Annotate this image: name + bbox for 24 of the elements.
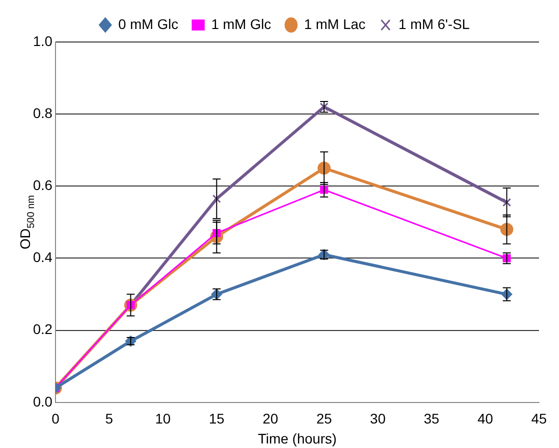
x-tick-label: 20	[262, 410, 278, 427]
x-tick-label: 0	[52, 410, 60, 427]
x-tick-label: 15	[208, 410, 225, 427]
legend-label: 0 mM Glc	[118, 16, 178, 32]
x-axis-title: Time (hours)	[258, 430, 337, 446]
y-axis-title: OD500 nm	[17, 195, 37, 250]
x-tick-label: 40	[477, 410, 494, 427]
point	[212, 194, 221, 204]
x-tick-label: 25	[316, 410, 332, 427]
y-tick-label: 0.4	[32, 249, 53, 266]
y-tick-label: 0.8	[32, 104, 53, 121]
x-tick-label: 10	[155, 410, 171, 427]
x-tick-label: 5	[105, 410, 114, 427]
legend-label: 1 mM Glc	[211, 16, 272, 32]
y-tick-label: 1.0	[32, 32, 53, 49]
legend-label: 1 mM Lac	[304, 16, 366, 32]
x-tick-label: 35	[424, 410, 440, 427]
y-tick-label: 0.0	[32, 393, 53, 410]
point	[502, 198, 512, 207]
legend-label: 1 mM 6'-SL	[398, 16, 470, 32]
y-tick-label: 0.2	[32, 321, 53, 338]
x-tick-label: 45	[531, 410, 547, 427]
y-tick-label: 0.6	[32, 177, 53, 194]
x-tick-label: 30	[370, 410, 386, 427]
